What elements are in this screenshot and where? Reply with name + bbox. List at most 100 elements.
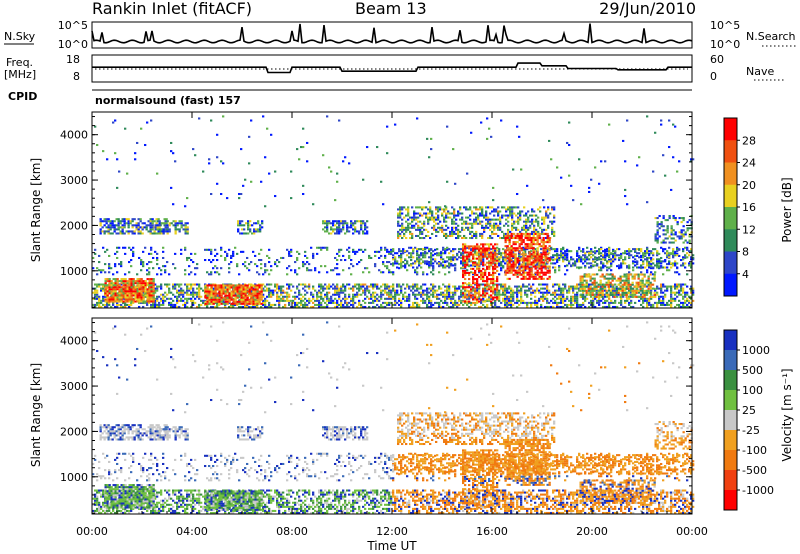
power-cell	[207, 286, 209, 288]
power-cell	[614, 254, 616, 256]
power-cell	[110, 267, 112, 269]
power-cell	[407, 210, 409, 212]
power-cell	[136, 224, 138, 226]
power-cell	[409, 237, 411, 239]
power-cell	[258, 259, 260, 261]
power-cell	[493, 227, 495, 229]
power-cell	[209, 293, 211, 295]
power-cell	[668, 247, 670, 249]
nave-label: Nave	[746, 65, 774, 78]
power-cell	[298, 253, 300, 255]
power-cell	[424, 294, 426, 296]
power-cell	[505, 215, 507, 217]
power-cell	[132, 220, 134, 222]
power-cell	[266, 284, 268, 286]
power-cell	[455, 215, 457, 217]
power-cell	[536, 288, 538, 290]
power-cell	[481, 235, 483, 237]
power-cell	[140, 259, 142, 261]
power-cell	[680, 294, 682, 296]
power-cell	[334, 298, 336, 300]
power-cell	[433, 227, 435, 229]
power-cell	[464, 274, 466, 276]
power-cell	[237, 284, 239, 286]
power-cell	[320, 265, 322, 267]
power-cell	[416, 254, 418, 256]
power-cell	[280, 257, 282, 259]
power-cell	[178, 290, 180, 292]
power-cell	[171, 222, 173, 224]
power-cell	[209, 297, 211, 299]
power-cell	[328, 292, 330, 294]
power-cell	[558, 259, 560, 261]
power-cell	[386, 298, 388, 300]
power-cell	[344, 298, 346, 300]
power-cell	[398, 298, 400, 300]
power-cell	[146, 226, 148, 228]
power-cell	[308, 300, 310, 302]
power-cell	[364, 290, 366, 292]
power-cell	[425, 235, 427, 237]
power-cell	[562, 260, 564, 262]
power-cell	[123, 286, 125, 288]
power-cell	[423, 225, 425, 227]
power-cell	[436, 248, 438, 250]
power-cell	[632, 288, 634, 290]
power-cell	[660, 284, 662, 286]
power-cell	[640, 271, 642, 273]
power-cell	[380, 247, 382, 249]
power-cell	[688, 300, 690, 302]
power-cell	[178, 284, 180, 286]
power-cell	[123, 294, 125, 296]
power-cell	[430, 304, 432, 306]
power-cell	[102, 304, 104, 306]
power-cell	[318, 290, 320, 292]
power-cell	[151, 292, 153, 294]
power-cell	[360, 294, 362, 296]
power-cell	[396, 302, 398, 304]
power-cell	[120, 232, 122, 234]
power-cell	[422, 271, 424, 273]
power-cell	[127, 286, 129, 288]
power-cell	[451, 206, 453, 208]
power-cell	[414, 290, 416, 292]
power-cell	[354, 220, 356, 222]
power-cell	[142, 228, 144, 230]
power-cell	[360, 288, 362, 290]
power-cell	[390, 253, 392, 255]
power-cell	[296, 288, 298, 290]
power-cell	[460, 296, 462, 298]
power-cell	[606, 266, 608, 268]
power-cell	[448, 296, 450, 298]
power-cell	[108, 226, 110, 228]
power-cell	[457, 235, 459, 237]
power-cell	[588, 258, 590, 260]
power-cell	[670, 290, 672, 292]
power-cell	[186, 257, 188, 259]
power-cell	[408, 256, 410, 258]
power-cell	[102, 284, 104, 286]
power-cell	[384, 298, 386, 300]
power-cell	[142, 226, 144, 228]
power-cell	[247, 295, 249, 297]
power-cell	[194, 298, 196, 300]
power-cell	[411, 233, 413, 235]
power-cell	[412, 262, 414, 264]
power-cell	[441, 227, 443, 229]
power-cell	[453, 233, 455, 235]
power-cell	[245, 291, 247, 293]
power-cell	[517, 212, 519, 214]
power-cell	[418, 254, 420, 256]
power-cell	[169, 228, 171, 230]
power-cell	[529, 221, 531, 223]
power-cell	[570, 256, 572, 258]
power-cell	[286, 284, 288, 286]
power-cell	[255, 286, 257, 288]
power-cell	[400, 290, 402, 292]
power-cell	[472, 245, 474, 247]
power-cell	[462, 270, 464, 272]
power-cell	[554, 262, 556, 264]
power-cell	[406, 286, 408, 288]
power-cell	[457, 231, 459, 233]
power-cell	[348, 294, 350, 296]
